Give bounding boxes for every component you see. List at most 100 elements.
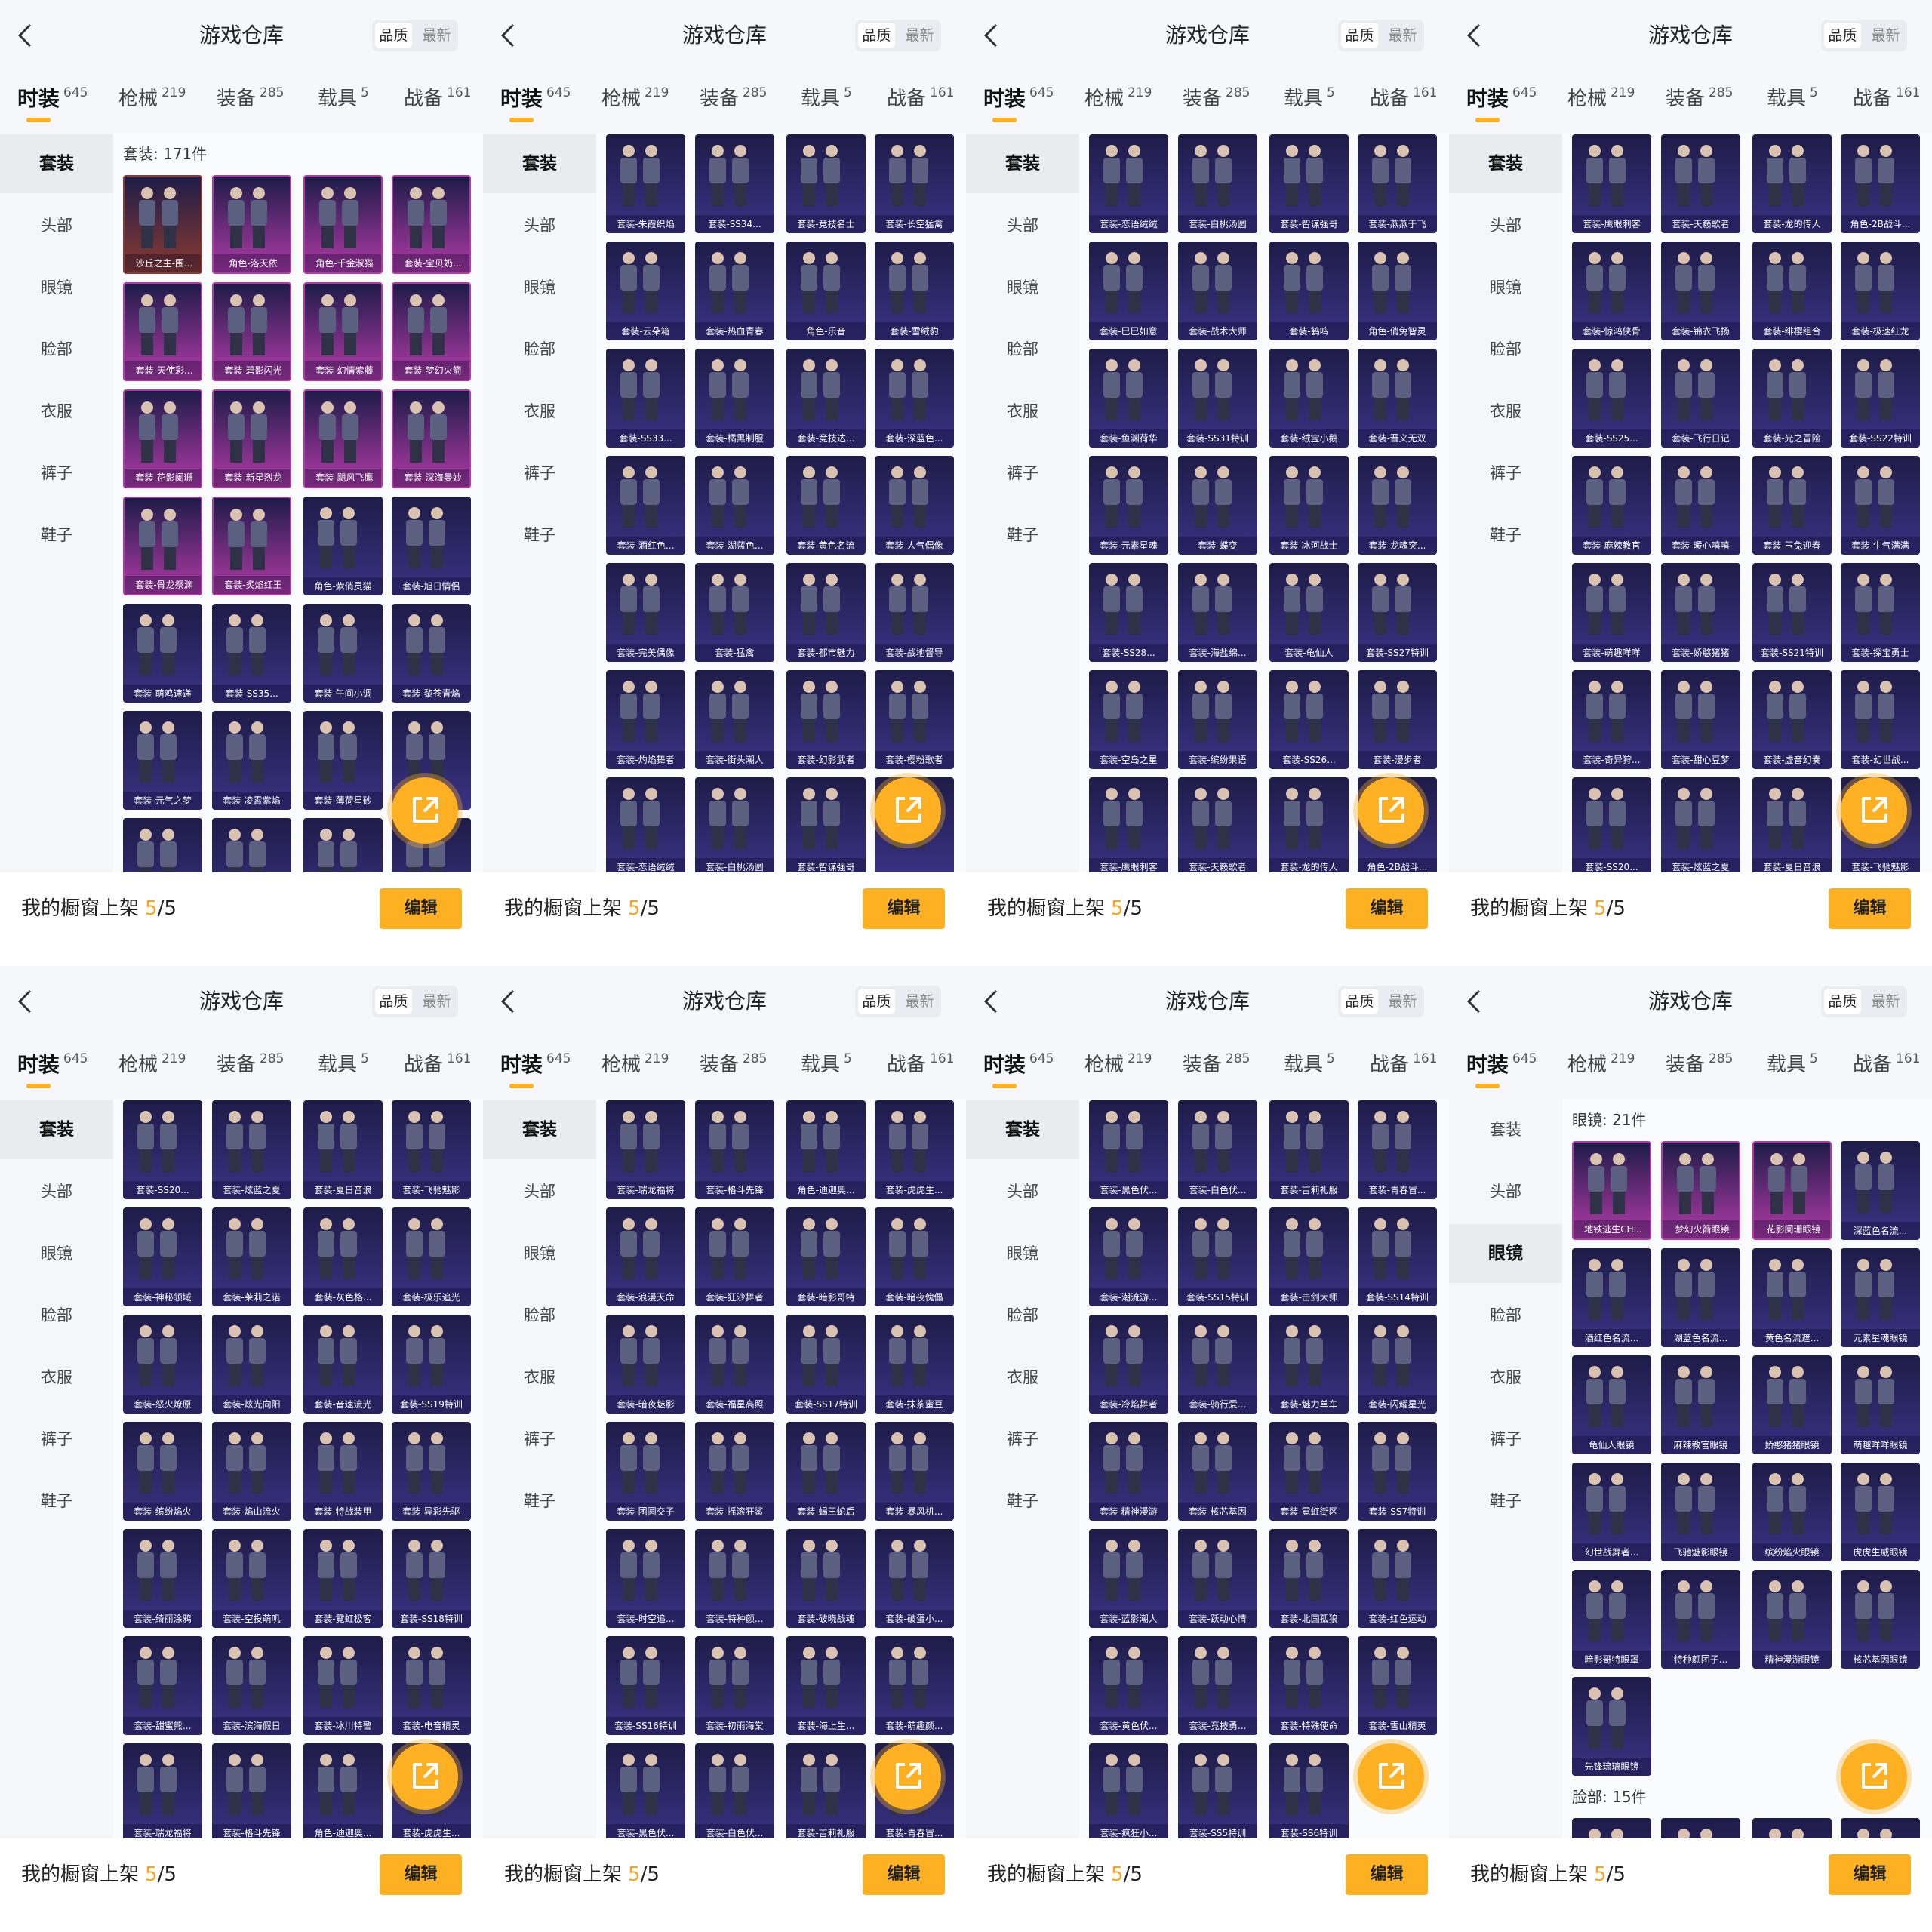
sidebar-item[interactable]: 鞋子 [1007, 526, 1038, 544]
item-tile[interactable]: 套装-鹤鸣 [1269, 242, 1349, 340]
item-tile[interactable]: 套装-巳巳如意 [1089, 242, 1168, 340]
tab[interactable]: 时装 645 [17, 82, 88, 122]
item-tile[interactable] [1661, 1818, 1740, 1838]
share-button[interactable] [1841, 1743, 1907, 1810]
sidebar-item[interactable]: 衣服 [41, 1368, 72, 1386]
tab[interactable]: 枪械 219 [1567, 82, 1635, 116]
item-tile[interactable]: 角色-迪迦奥... [303, 1743, 383, 1838]
sidebar-item[interactable]: 套装 [966, 134, 1079, 193]
item-tile[interactable]: 套装-黑色伏... [606, 1743, 685, 1838]
item-tile[interactable]: 套装-SS26... [1269, 670, 1349, 769]
item-tile[interactable]: 套装-完美偶像 [606, 563, 685, 662]
item-tile[interactable]: 套装-战术大师 [1178, 242, 1257, 340]
item-tile[interactable]: 萌趣咩咩眼镜 [1841, 1355, 1920, 1454]
item-tile[interactable]: 套装-甜心豆梦 [1661, 670, 1740, 769]
back-button[interactable] [1460, 986, 1490, 1017]
sidebar-item[interactable]: 套装 [1449, 134, 1562, 193]
item-tile[interactable]: 套装-恋语绒绒 [1089, 134, 1168, 233]
item-tile[interactable]: 套装-雪绒豹 [875, 242, 954, 340]
item-tile[interactable]: 套装-时空追... [606, 1529, 685, 1628]
tab[interactable]: 枪械 219 [1084, 1048, 1152, 1082]
item-tile[interactable]: 套装-魅力单车 [1269, 1315, 1349, 1414]
item-tile[interactable]: 套装-SS19特训 [392, 1315, 471, 1414]
item-tile[interactable]: 黄色名流遮... [1752, 1248, 1832, 1347]
back-button[interactable] [494, 20, 524, 51]
item-tile[interactable]: 酒红色名流... [1572, 1248, 1651, 1347]
item-tile[interactable]: 角色-紫俏灵猫 [303, 497, 383, 595]
item-tile[interactable]: 套装-跃动心情 [1178, 1529, 1257, 1628]
sidebar-item[interactable]: 头部 [524, 217, 555, 235]
item-tile[interactable]: 套装-破蛋小... [875, 1529, 954, 1628]
tab[interactable]: 战备 161 [1853, 1048, 1920, 1082]
item-tile[interactable]: 套装-SS20... [123, 1100, 202, 1199]
item-tile[interactable]: 套装-萌鸡速递 [123, 604, 202, 703]
sidebar-item[interactable]: 鞋子 [41, 1492, 72, 1510]
item-tile[interactable]: 套装-飞行日记 [1661, 349, 1740, 448]
sort-option[interactable]: 最新 [1871, 27, 1900, 44]
sidebar-item[interactable]: 衣服 [1007, 1368, 1038, 1386]
sidebar-item[interactable]: 鞋子 [524, 526, 555, 544]
item-tile[interactable]: 套装-绒宝小鹅 [1269, 349, 1349, 448]
item-tile[interactable]: 套装-娇憨猪猪 [1661, 563, 1740, 662]
sort-option[interactable]: 最新 [1388, 993, 1417, 1010]
item-tile[interactable]: 套装-海上生... [786, 1636, 866, 1735]
sidebar-item[interactable]: 裤子 [1490, 1430, 1521, 1448]
item-tile[interactable]: 套装-焰山流火 [212, 1422, 291, 1521]
item-tile[interactable]: 套装-热血青春 [695, 242, 774, 340]
item-tile[interactable]: 套装-都市魅力 [786, 563, 866, 662]
item-tile[interactable]: 角色-2B战斗... [1841, 134, 1920, 233]
item-tile[interactable]: 套装-神秘领域 [123, 1208, 202, 1306]
sidebar-item[interactable]: 套装 [0, 134, 113, 193]
sidebar-item[interactable]: 衣服 [1490, 1368, 1521, 1386]
tab[interactable]: 战备 161 [887, 1048, 954, 1082]
item-tile[interactable]: 套装-湖蓝色... [695, 456, 774, 555]
sidebar-item[interactable]: 眼镜 [1449, 1224, 1562, 1283]
tab[interactable]: 枪械 219 [118, 82, 186, 116]
item-tile[interactable]: 套装-萌趣咩咩 [1572, 563, 1651, 662]
item-tile[interactable]: 套装-滨海假日 [212, 1636, 291, 1735]
item-tile[interactable]: 套装-飓风飞鹰 [303, 389, 383, 488]
item-tile[interactable]: 地铁逃生CH... [1572, 1141, 1651, 1240]
tab[interactable]: 枪械 219 [601, 82, 669, 116]
tab[interactable]: 载具 5 [1767, 82, 1818, 116]
item-tile[interactable]: 套装-人气偶像 [875, 456, 954, 555]
item-tile[interactable]: 套装-灰色格... [303, 1208, 383, 1306]
sidebar-item[interactable]: 裤子 [1007, 1430, 1038, 1448]
item-tile[interactable]: 套装-SS17特训 [786, 1315, 866, 1414]
sidebar-item[interactable]: 衣服 [524, 402, 555, 420]
item-tile[interactable]: 先锋琉璃眼镜 [1572, 1677, 1651, 1776]
item-tile[interactable]: 套装-智谋强哥 [1269, 134, 1349, 233]
item-tile[interactable]: 特种颜团子... [1661, 1570, 1740, 1669]
edit-button[interactable]: 编辑 [380, 1854, 462, 1895]
sidebar-item[interactable]: 裤子 [41, 464, 72, 482]
item-tile[interactable]: 套装-缤纷焰火 [123, 1422, 202, 1521]
sidebar-item[interactable]: 衣服 [1490, 402, 1521, 420]
item-tile[interactable]: 套装-SS16特训 [606, 1636, 685, 1735]
sort-option[interactable]: 品质 [1824, 989, 1861, 1014]
item-tile[interactable]: 套装-萌趣颜... [875, 1636, 954, 1735]
item-tile[interactable]: 套装-极乐追光 [392, 1208, 471, 1306]
sort-option[interactable]: 品质 [858, 989, 895, 1014]
sort-option[interactable]: 品质 [1824, 23, 1861, 48]
sidebar-item[interactable]: 脸部 [41, 340, 72, 358]
item-tile[interactable]: 核芯基因眼镜 [1841, 1570, 1920, 1669]
item-tile[interactable]: 套装-龙的传人 [1752, 134, 1832, 233]
tab[interactable]: 时装 645 [983, 1048, 1054, 1088]
item-tile[interactable]: 套装-酒红色... [606, 456, 685, 555]
item-tile[interactable]: 套装-疯狂小... [1089, 1743, 1168, 1838]
tab[interactable]: 载具 5 [801, 82, 852, 116]
item-tile[interactable]: 套装-SS7特训 [1358, 1422, 1437, 1521]
tab[interactable]: 战备 161 [887, 82, 954, 116]
sidebar-item[interactable]: 脸部 [1490, 340, 1521, 358]
item-tile[interactable]: 套装-格斗先锋 [695, 1100, 774, 1199]
share-button[interactable] [392, 777, 458, 844]
item-tile[interactable]: 套装-SS5特训 [1178, 1743, 1257, 1838]
item-tile[interactable]: 套装-SS31特训 [1178, 349, 1257, 448]
item-tile[interactable]: 套装-初雨海棠 [695, 1636, 774, 1735]
tab[interactable]: 载具 5 [1284, 82, 1335, 116]
sidebar-item[interactable]: 裤子 [41, 1430, 72, 1448]
edit-button[interactable]: 编辑 [1829, 1854, 1911, 1895]
sort-option[interactable]: 品质 [858, 23, 895, 48]
item-tile[interactable]: 套装-红色运动 [1358, 1529, 1437, 1628]
item-tile[interactable]: 套装-暗夜傀儡 [875, 1208, 954, 1306]
